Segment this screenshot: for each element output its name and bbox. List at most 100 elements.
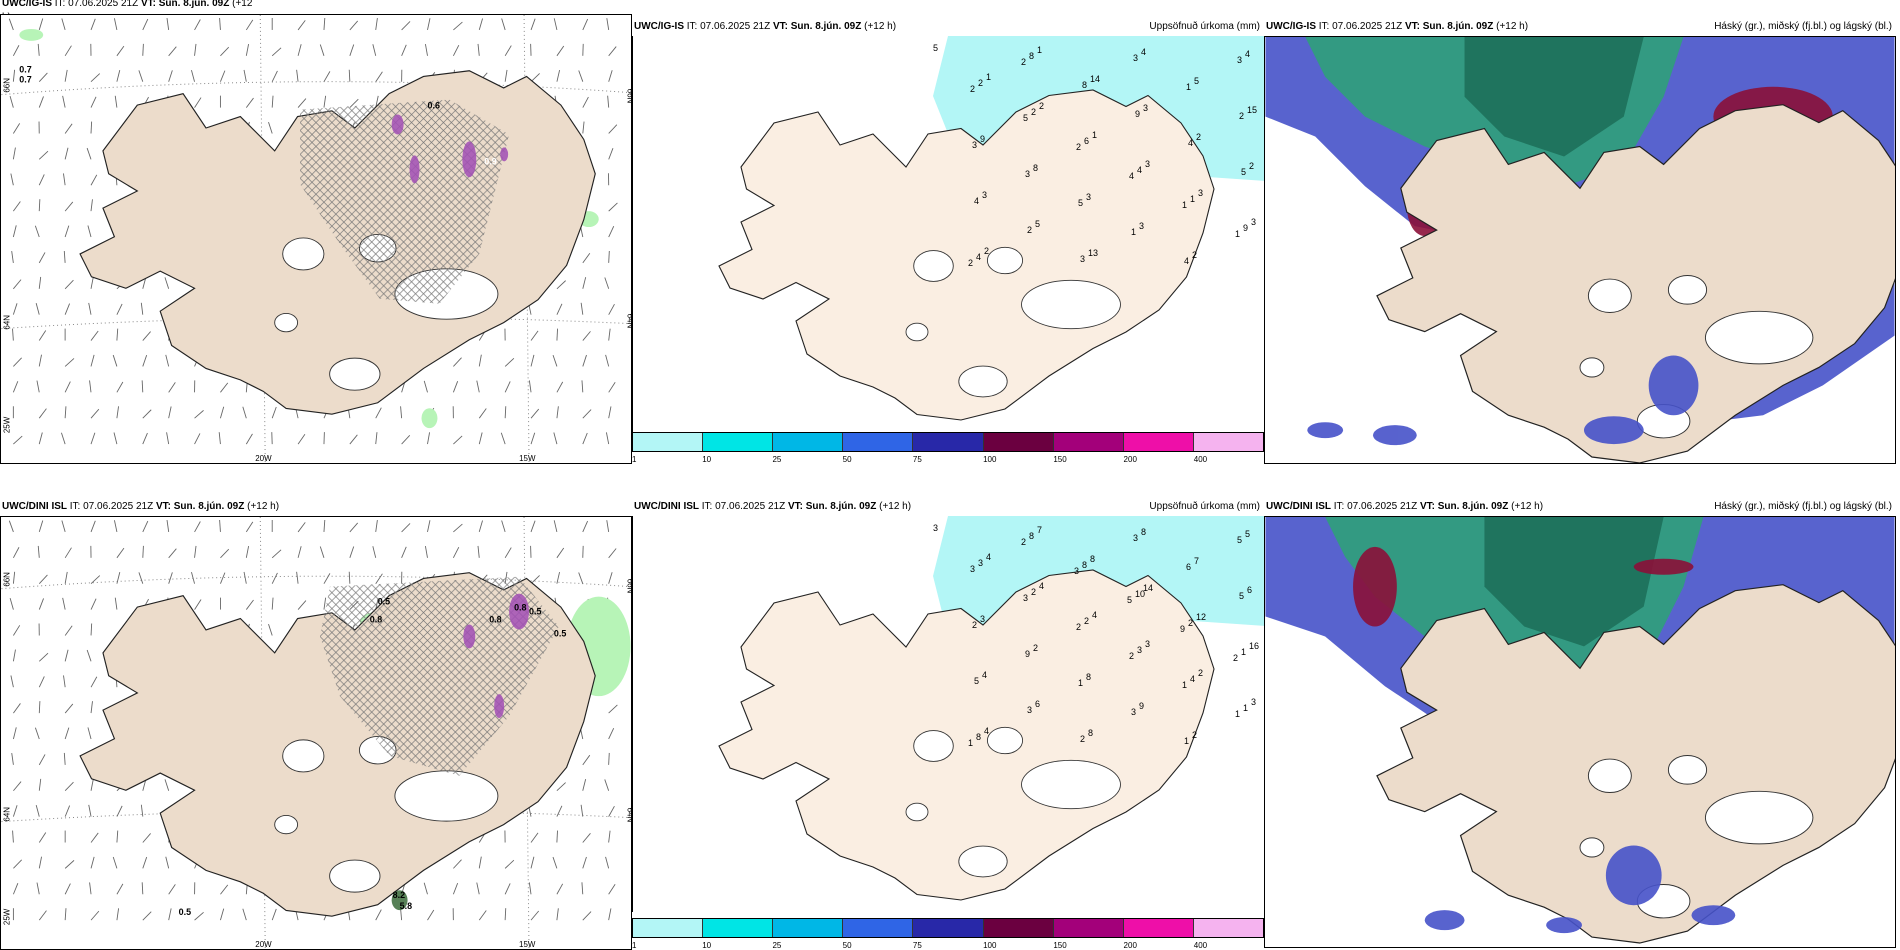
precip-value: 8	[1082, 80, 1087, 90]
wind-barb	[38, 408, 47, 419]
wind-barb	[64, 147, 69, 160]
precip-value: 2	[1080, 734, 1085, 744]
high-cloud-inner	[1484, 517, 1664, 647]
wind-barb	[608, 46, 617, 57]
wind-barb	[90, 520, 96, 533]
wind-barb	[323, 17, 326, 30]
wind-barb	[164, 779, 170, 791]
wind-barb	[552, 856, 558, 869]
wind-barb	[64, 805, 71, 817]
precip-value: 3	[1025, 169, 1030, 179]
wind-barb	[64, 123, 73, 134]
wind-barb	[90, 174, 98, 186]
colorbar-swatch	[1053, 433, 1124, 451]
wind-barb	[220, 70, 226, 82]
precip-value: 4	[1129, 171, 1134, 181]
colorbar-tick: 400	[1193, 455, 1208, 464]
wind-barb	[478, 408, 487, 419]
colorbar-tick: 75	[912, 455, 922, 464]
wind-barb	[116, 381, 124, 393]
wind-barb	[38, 199, 41, 212]
wind-barb	[142, 911, 152, 921]
wind-barb	[38, 910, 47, 921]
wind-barb	[64, 303, 71, 315]
wind-barb	[504, 381, 511, 393]
init-time: IT: 07.06.2025 21Z	[1333, 501, 1418, 512]
colorbar-tick: 75	[912, 941, 922, 950]
wind-barb	[90, 408, 100, 419]
model-name: UWC/IG-IS	[1266, 21, 1316, 32]
wind-barb	[319, 546, 325, 558]
lon-label-15: 15W	[519, 940, 536, 949]
wind-barb	[86, 649, 92, 662]
wind-barb	[477, 545, 480, 558]
colorbar-tick: 1	[632, 941, 637, 950]
wind-barb	[530, 910, 540, 921]
valid-time: VT: Sun. 8.jún. 09Z	[155, 501, 245, 512]
wind-barb	[296, 571, 299, 584]
colorbar-tick: 1	[632, 455, 637, 464]
wind-barb	[297, 20, 306, 31]
wind-barb	[476, 882, 480, 895]
wind-barb	[62, 597, 66, 610]
wind-barb	[38, 18, 44, 31]
wind-barb	[608, 250, 610, 263]
wind-barb	[245, 521, 254, 533]
wind-barb	[138, 572, 144, 584]
precip-value: 3	[1023, 593, 1028, 603]
wind-barb	[604, 277, 610, 289]
wind-barb	[401, 21, 411, 31]
value-label: 0.6	[428, 101, 440, 111]
wind-barb	[38, 96, 44, 108]
wind-barb	[63, 752, 66, 765]
wind-barb	[578, 572, 584, 584]
wind-barb	[12, 69, 16, 82]
lead-time: (+12	[232, 0, 253, 9]
wind-barb	[582, 354, 587, 367]
precip-value: 3	[1137, 645, 1142, 655]
wind-barb	[582, 18, 589, 31]
wind-barb	[166, 520, 170, 532]
wind-barb	[90, 598, 97, 610]
precip-value: 5	[1239, 591, 1244, 601]
wind-barb	[38, 432, 43, 445]
wind-barb	[194, 43, 197, 56]
wind-barb	[608, 830, 611, 843]
wind-barb	[220, 884, 229, 895]
precip-value: 5	[1035, 219, 1040, 229]
wind-barb	[89, 882, 92, 895]
wind-barb	[142, 520, 149, 533]
precip-map-svg: 3444323478141216468876328925322341888102…	[718, 516, 1264, 901]
colorbar-swatch	[773, 433, 844, 451]
precip-value: 3	[1251, 697, 1256, 707]
colorbar-tick: 100	[983, 941, 997, 950]
precip-value: 7	[1194, 556, 1199, 566]
value-label: 0.7	[19, 75, 31, 85]
precip-value: 2	[1031, 107, 1036, 117]
wind-barb	[401, 44, 407, 56]
iceland-land	[1376, 584, 1895, 944]
precip-value: 3	[1133, 533, 1138, 543]
wind-barb	[553, 520, 558, 533]
wind-barb	[605, 856, 610, 869]
map-title: Uppsöfnuð úrkoma (mm)	[1149, 501, 1260, 512]
wind-barb	[478, 354, 482, 367]
precip-value: 13	[1088, 248, 1098, 258]
wind-barb	[323, 71, 331, 82]
precip-value: 4	[1184, 256, 1189, 266]
wind-barb	[556, 303, 563, 315]
wind-barb	[401, 523, 411, 533]
precip-value: 8	[1088, 728, 1093, 738]
colorbar-swatch	[1123, 433, 1194, 451]
init-time: IT: 07.06.2025 21Z	[701, 501, 786, 512]
wind-barb	[530, 432, 536, 445]
value-label: 0.7	[19, 65, 31, 75]
wind-barb	[168, 884, 176, 895]
precip-value: 9	[1135, 109, 1140, 119]
wind-barb	[297, 434, 306, 445]
wind-barb	[63, 250, 66, 263]
value-label: 0.5	[378, 597, 390, 607]
precip-value: 12	[1196, 612, 1206, 622]
low-cloud-patches	[1307, 355, 1699, 446]
wind-barb	[116, 571, 121, 584]
